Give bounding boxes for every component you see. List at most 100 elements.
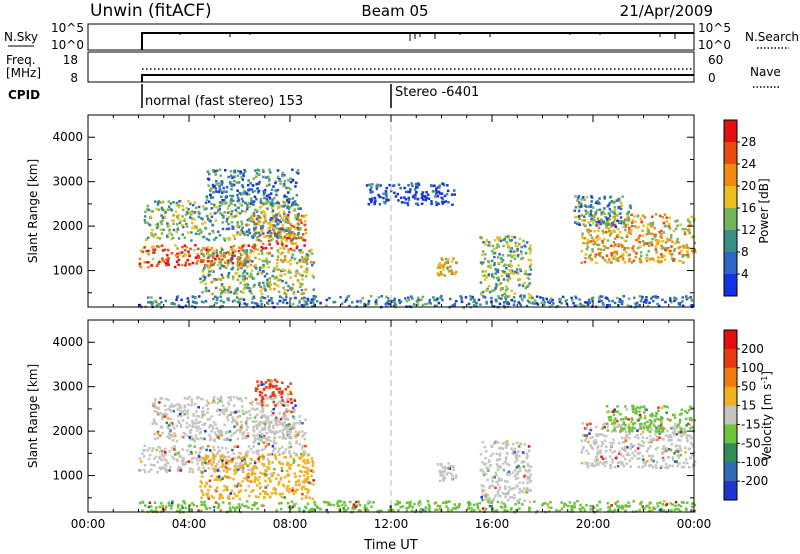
- data-cell: [584, 212, 588, 216]
- data-cell: [216, 397, 220, 400]
- data-cell: [273, 282, 276, 285]
- data-cell: [672, 426, 675, 429]
- data-cell: [444, 200, 448, 203]
- data-cell: [305, 268, 308, 272]
- data-cell: [242, 470, 245, 474]
- data-cell: [676, 424, 679, 428]
- data-cell: [637, 237, 640, 240]
- data-cell: [252, 250, 255, 253]
- data-cell: [207, 184, 210, 187]
- data-cell: [437, 301, 441, 305]
- data-cell: [287, 207, 291, 211]
- data-cell: [277, 268, 280, 271]
- data-cell: [484, 243, 487, 246]
- data-cell: [259, 435, 263, 439]
- data-cell: [250, 490, 253, 493]
- data-cell: [159, 228, 163, 231]
- data-cell: [241, 253, 244, 256]
- data-cell: [275, 416, 278, 420]
- data-cell: [269, 430, 272, 434]
- data-cell: [303, 239, 307, 242]
- data-cell: [293, 257, 297, 261]
- data-cell: [625, 462, 628, 465]
- data-cell: [179, 466, 182, 470]
- data-cell: [224, 431, 228, 435]
- data-cell: [663, 427, 666, 430]
- data-cell: [509, 239, 512, 242]
- data-cell: [679, 439, 682, 442]
- data-cell: [434, 195, 437, 198]
- data-cell: [188, 452, 191, 456]
- data-cell: [221, 227, 225, 231]
- data-cell: [270, 297, 273, 300]
- data-cell: [663, 213, 667, 216]
- data-cell: [263, 260, 266, 263]
- data-cell: [206, 251, 209, 254]
- data-cell: [220, 446, 224, 450]
- data-cell: [615, 455, 618, 458]
- data-cell: [254, 465, 258, 469]
- data-cell: [302, 223, 306, 227]
- data-cell: [183, 249, 187, 252]
- data-cell: [151, 422, 154, 426]
- data-cell: [308, 496, 311, 499]
- data-cell: [212, 297, 215, 301]
- data-cell: [238, 191, 241, 195]
- data-cell: [494, 272, 497, 275]
- data-cell: [292, 451, 296, 455]
- data-cell: [146, 449, 150, 452]
- data-cell: [249, 417, 252, 420]
- data-cell: [609, 419, 613, 422]
- data-cell: [591, 214, 595, 217]
- data-cell: [143, 215, 147, 218]
- data-cell: [622, 455, 625, 458]
- data-cell: [504, 285, 508, 288]
- data-cell: [196, 462, 199, 466]
- data-cell: [486, 289, 489, 292]
- data-cell: [257, 173, 261, 176]
- data-cell: [654, 418, 657, 421]
- data-cell: [224, 169, 227, 172]
- data-cell: [629, 206, 632, 210]
- data-cell: [221, 411, 224, 414]
- data-cell: [172, 405, 175, 408]
- data-cell: [588, 432, 591, 435]
- data-cell: [214, 187, 217, 190]
- data-cell: [586, 228, 589, 232]
- data-cell: [409, 188, 412, 191]
- data-cell: [277, 227, 281, 231]
- data-cell: [289, 227, 292, 231]
- data-cell: [623, 247, 627, 250]
- data-cell: [606, 425, 609, 428]
- data-cell: [292, 492, 296, 496]
- data-cell: [261, 404, 264, 407]
- data-cell: [484, 495, 488, 498]
- data-cell: [624, 228, 627, 232]
- data-cell: [279, 227, 282, 231]
- data-cell: [589, 422, 592, 426]
- data-cell: [527, 445, 531, 448]
- data-cell: [639, 406, 643, 409]
- data-cell: [277, 284, 280, 288]
- data-cell: [266, 284, 270, 288]
- data-cell: [519, 268, 522, 271]
- data-cell: [220, 396, 223, 399]
- data-cell: [204, 429, 207, 433]
- data-cell: [247, 202, 251, 205]
- data-cell: [661, 456, 665, 460]
- data-cell: [506, 471, 509, 475]
- data-cell: [216, 408, 220, 411]
- data-cell: [176, 469, 180, 472]
- data-cell: [635, 226, 639, 229]
- data-cell: [168, 231, 171, 235]
- data-cell: [685, 436, 688, 440]
- data-cell: [190, 398, 193, 401]
- data-cell: [684, 227, 687, 231]
- data-cell: [160, 200, 163, 204]
- data-cell: [278, 492, 282, 496]
- data-cell: [166, 426, 169, 429]
- data-cell: [219, 295, 222, 298]
- data-cell: [598, 254, 602, 258]
- data-cell: [301, 480, 305, 484]
- data-cell: [235, 422, 239, 425]
